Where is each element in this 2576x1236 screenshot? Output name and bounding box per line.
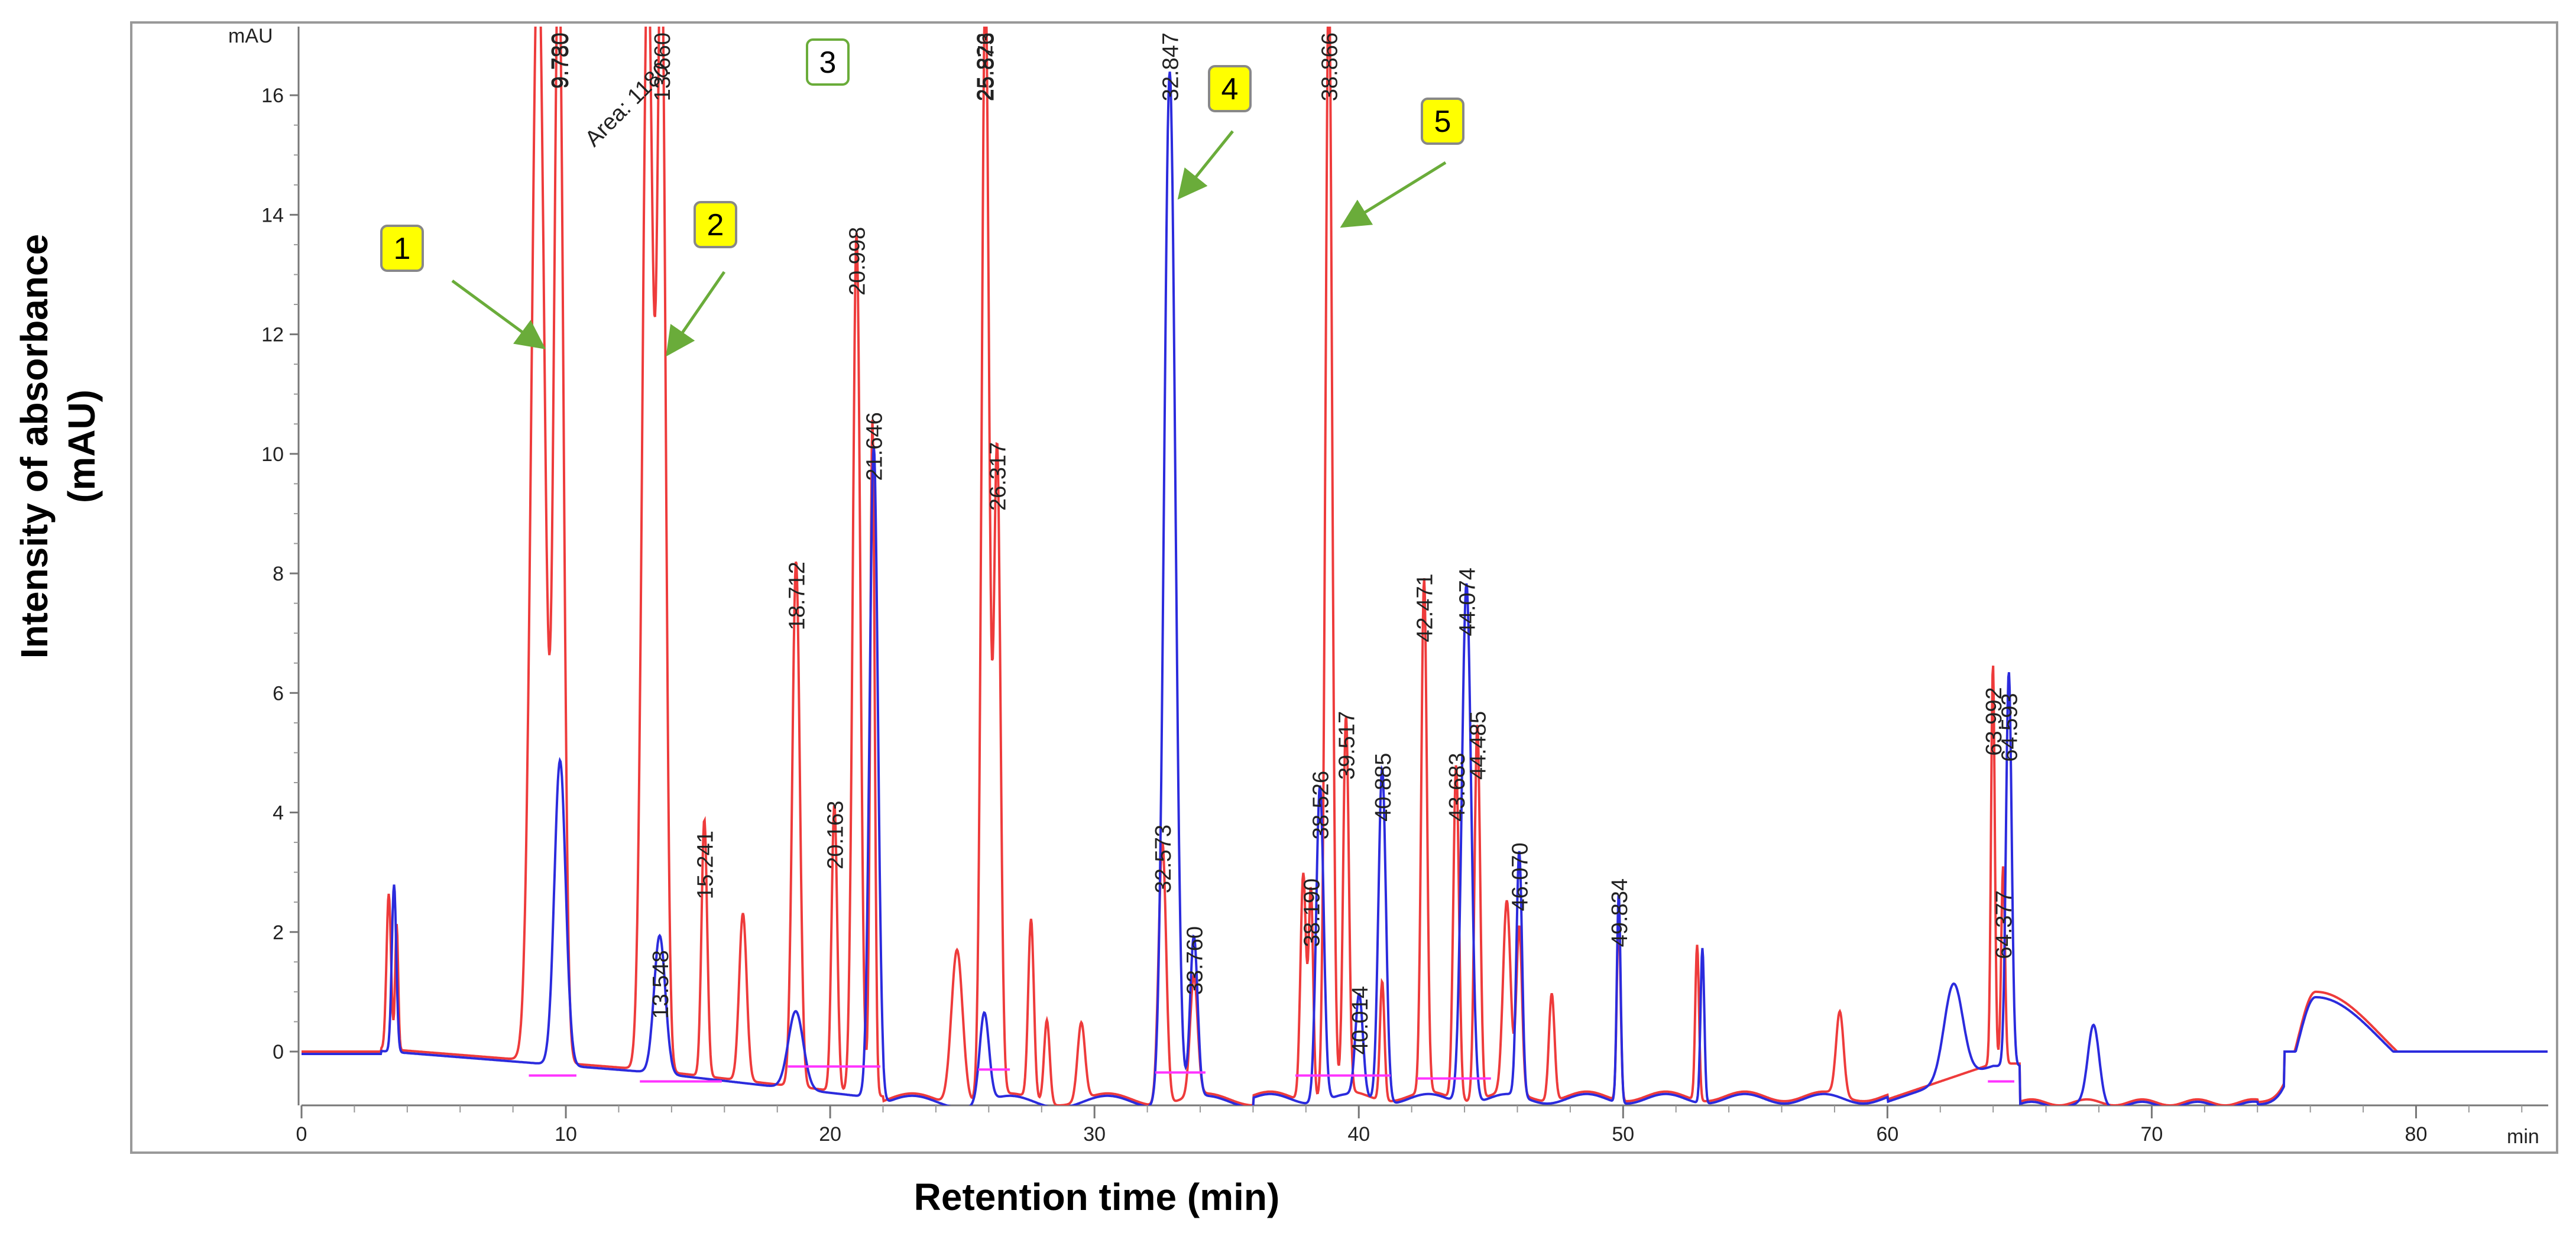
peak-label: 39.517 bbox=[1335, 711, 1360, 780]
callout-number: 5 bbox=[1434, 105, 1451, 139]
callout-box bbox=[1421, 98, 1464, 145]
peak-label: 63.992 bbox=[1982, 687, 2007, 755]
peak-label: 33.760 bbox=[1182, 926, 1207, 995]
peak-label: 46.070 bbox=[1508, 842, 1533, 911]
peak-label: 44.074 bbox=[1455, 567, 1480, 636]
y-axis-title-line1: Intensity of absorbance bbox=[13, 234, 56, 658]
red-trace bbox=[302, 27, 2548, 1105]
peak-label: 20.163 bbox=[823, 801, 848, 870]
callout-number: 2 bbox=[707, 208, 724, 242]
peak-label: 49.834 bbox=[1608, 878, 1632, 947]
peak-label: 38.526 bbox=[1308, 771, 1333, 839]
y-tick-label: 10 bbox=[261, 443, 284, 466]
y-tick-label: 14 bbox=[261, 204, 284, 226]
peak-label: 38.190 bbox=[1300, 878, 1324, 947]
traces bbox=[302, 27, 2548, 1105]
peak-label: 64.593 bbox=[1998, 693, 2023, 762]
x-tick-label: 10 bbox=[555, 1123, 577, 1146]
callout-box bbox=[380, 225, 424, 272]
x-tick-label: 70 bbox=[2140, 1123, 2163, 1146]
callout-arrow bbox=[1340, 161, 1447, 228]
callout-5: 5 bbox=[1340, 98, 1464, 228]
y-axis: 0 2 4 6 8 10 12 14 16 bbox=[261, 27, 300, 1105]
x-tick-label: 0 bbox=[296, 1123, 307, 1146]
peak-label: 44.485 bbox=[1466, 711, 1491, 780]
x-tick-label: 50 bbox=[1612, 1123, 1634, 1146]
peak-label: 18.712 bbox=[785, 562, 810, 630]
peak-label: 20.998 bbox=[845, 227, 870, 296]
callout-2: 2 bbox=[666, 201, 737, 357]
peak-label: 43.683 bbox=[1445, 753, 1470, 822]
callout-number: 1 bbox=[394, 232, 411, 266]
x-axis: 0 10 20 30 40 50 60 70 80 bbox=[296, 1104, 2548, 1146]
callout-box bbox=[806, 38, 850, 86]
peak-label: 26.317 bbox=[986, 442, 1011, 511]
peak-label: 9.730 bbox=[547, 33, 572, 89]
callout-3: 3 bbox=[806, 38, 850, 86]
peak-label: 40.014 bbox=[1348, 986, 1373, 1055]
peak-label: 42.471 bbox=[1413, 573, 1438, 642]
peak-label: 32.573 bbox=[1151, 825, 1176, 893]
blue-trace bbox=[302, 72, 2548, 1105]
callout-arrow bbox=[666, 271, 726, 357]
peak-label: 32.847 bbox=[1158, 33, 1183, 101]
x-tick-label: 20 bbox=[819, 1123, 841, 1146]
callout-box bbox=[694, 201, 737, 248]
x-tick-label: 80 bbox=[2405, 1123, 2428, 1146]
peak-label: 25.873 bbox=[974, 33, 999, 101]
callout-number: 4 bbox=[1221, 72, 1239, 106]
x-tick-label: 30 bbox=[1083, 1123, 1106, 1146]
y-tick-label: 12 bbox=[261, 324, 284, 346]
callout-arrow bbox=[1177, 130, 1234, 200]
y-tick-label: 4 bbox=[273, 802, 284, 825]
peak-label: 21.646 bbox=[863, 412, 887, 481]
y-unit-label: mAU bbox=[228, 25, 273, 47]
y-tick-label: 16 bbox=[261, 85, 284, 107]
peak-label: 64.377 bbox=[1992, 890, 2017, 959]
callout-arrow bbox=[451, 279, 546, 349]
y-axis-title-line2: (mAU) bbox=[60, 390, 103, 503]
x-unit-label: min bbox=[2507, 1125, 2539, 1148]
peak-label: 25.826 bbox=[973, 33, 998, 101]
plot-area bbox=[130, 21, 2558, 1154]
peak-label: 40.885 bbox=[1371, 753, 1396, 822]
integration-baselines bbox=[529, 1065, 2014, 1083]
peak-label: 13.660 bbox=[650, 33, 675, 101]
y-tick-label: 2 bbox=[273, 922, 284, 944]
callout-1: 1 bbox=[380, 225, 546, 349]
callout-4: 4 bbox=[1177, 65, 1252, 200]
peak-label: 9.780 bbox=[549, 33, 573, 89]
x-tick-label: 60 bbox=[1876, 1123, 1898, 1146]
peak-label: 15.241 bbox=[693, 831, 718, 899]
y-tick-label: 8 bbox=[273, 563, 284, 585]
peak-label: 13.548 bbox=[649, 950, 673, 1018]
callout-number: 3 bbox=[819, 46, 837, 80]
x-tick-label: 40 bbox=[1347, 1123, 1370, 1146]
peak-label: 38.866 bbox=[1318, 33, 1343, 101]
callout-box bbox=[1208, 65, 1252, 112]
y-tick-label: 6 bbox=[273, 682, 284, 705]
x-axis-title: Retention time (min) bbox=[914, 1176, 1280, 1218]
callouts: 1 2 3 4 5 bbox=[380, 38, 1464, 357]
y-tick-label: 0 bbox=[273, 1041, 284, 1063]
